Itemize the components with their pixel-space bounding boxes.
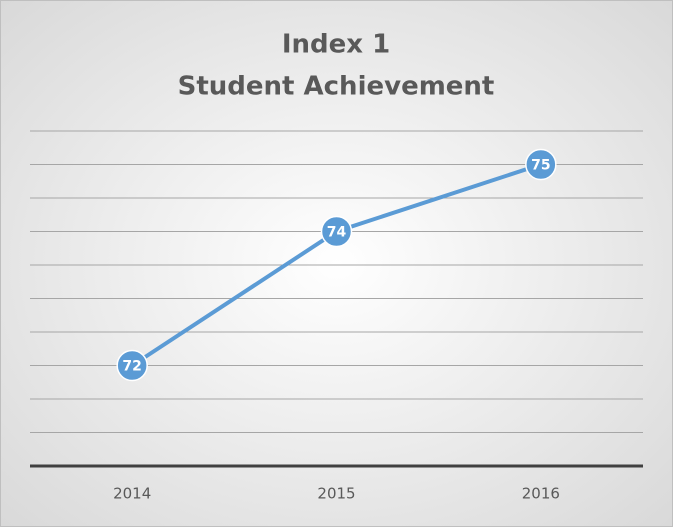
x-tick-label: 2015: [317, 485, 355, 503]
data-label: 74: [327, 225, 347, 241]
x-tick-label: 2014: [113, 485, 151, 503]
x-tick-label: 2016: [522, 485, 560, 503]
data-label: 72: [122, 359, 141, 375]
chart-title: Index 1: [282, 30, 390, 60]
data-point: [116, 349, 148, 382]
chart-subtitle: Student Achievement: [178, 72, 495, 102]
data-point: [525, 148, 557, 181]
data-point: [320, 215, 353, 248]
data-label: 75: [531, 158, 550, 174]
